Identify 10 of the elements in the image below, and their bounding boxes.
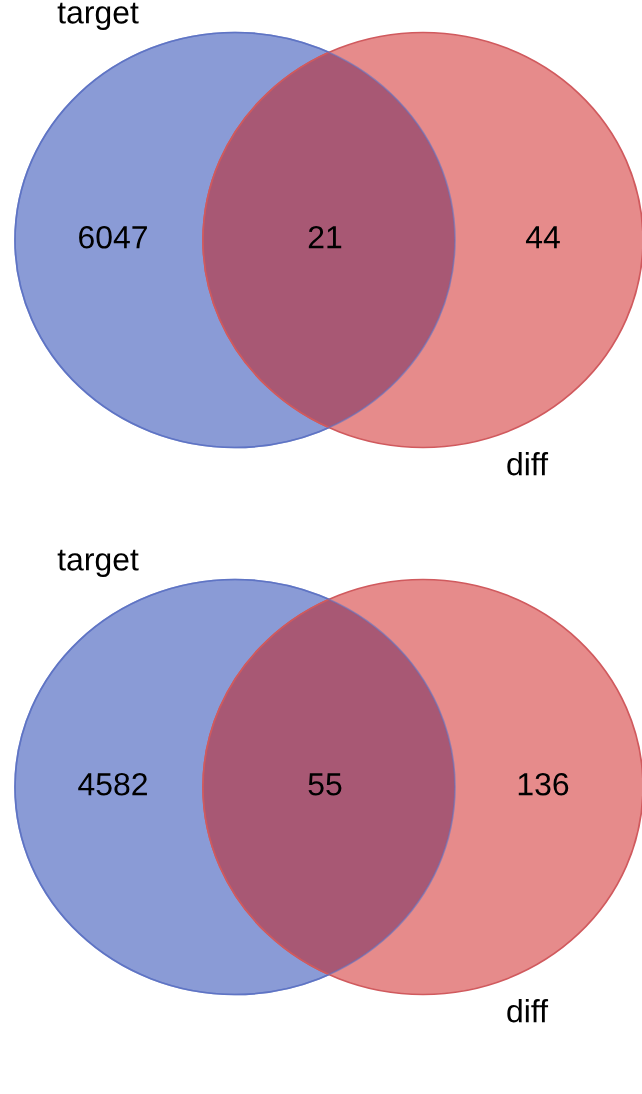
data-label: 136 bbox=[518, 772, 569, 796]
data-label: 4582 bbox=[78, 772, 147, 796]
category-label: diff bbox=[507, 452, 549, 476]
data-label: 21 bbox=[308, 225, 342, 249]
data-label: 6047 bbox=[79, 225, 147, 249]
data-label: 44 bbox=[525, 226, 560, 249]
category-label: target bbox=[57, 549, 139, 577]
category-label: diff bbox=[507, 999, 549, 1023]
category-label: target bbox=[57, 2, 139, 30]
data-label: 55 bbox=[308, 773, 342, 796]
